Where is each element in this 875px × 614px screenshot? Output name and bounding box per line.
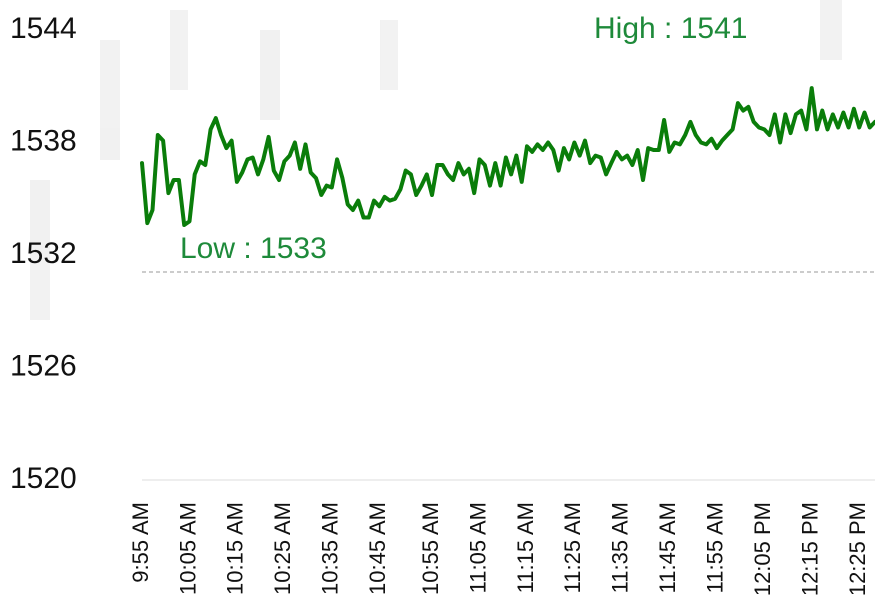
- x-tick-label: 12:05 PM: [750, 502, 775, 596]
- x-tick-label: 10:25 AM: [270, 502, 295, 595]
- x-tick-label: 12:25 PM: [845, 502, 870, 596]
- x-tick-label: 10:05 AM: [175, 502, 200, 595]
- low-label: Low : 1533: [180, 232, 327, 265]
- price-line: [142, 88, 875, 225]
- y-tick-label: 1526: [10, 349, 77, 382]
- chart: High : 1541 Low : 1533 1520 1526 1532 1538 1…: [0, 0, 875, 614]
- x-tick-label: 10:55 AM: [418, 502, 443, 595]
- x-tick-label: 11:05 AM: [465, 502, 490, 593]
- y-tick-label: 1538: [10, 124, 77, 157]
- x-tick-label: 11:35 AM: [608, 502, 633, 593]
- x-tick-label: 10:45 AM: [365, 502, 390, 595]
- high-label: High : 1541: [594, 12, 747, 45]
- x-tick-label: 10:35 AM: [318, 502, 343, 595]
- y-tick-label: 1532: [10, 237, 77, 270]
- x-tick-label: 11:25 AM: [560, 502, 585, 593]
- y-tick-label: 1544: [10, 12, 77, 45]
- x-tick-label: 11:55 AM: [703, 502, 728, 593]
- x-tick-label: 11:45 AM: [655, 502, 680, 593]
- y-tick-label: 1520: [10, 462, 77, 495]
- x-tick-label: 10:15 AM: [223, 502, 248, 595]
- x-tick-label: 9:55 AM: [128, 502, 153, 583]
- x-tick-label: 12:15 PM: [798, 502, 823, 596]
- x-tick-label: 11:15 AM: [513, 502, 538, 593]
